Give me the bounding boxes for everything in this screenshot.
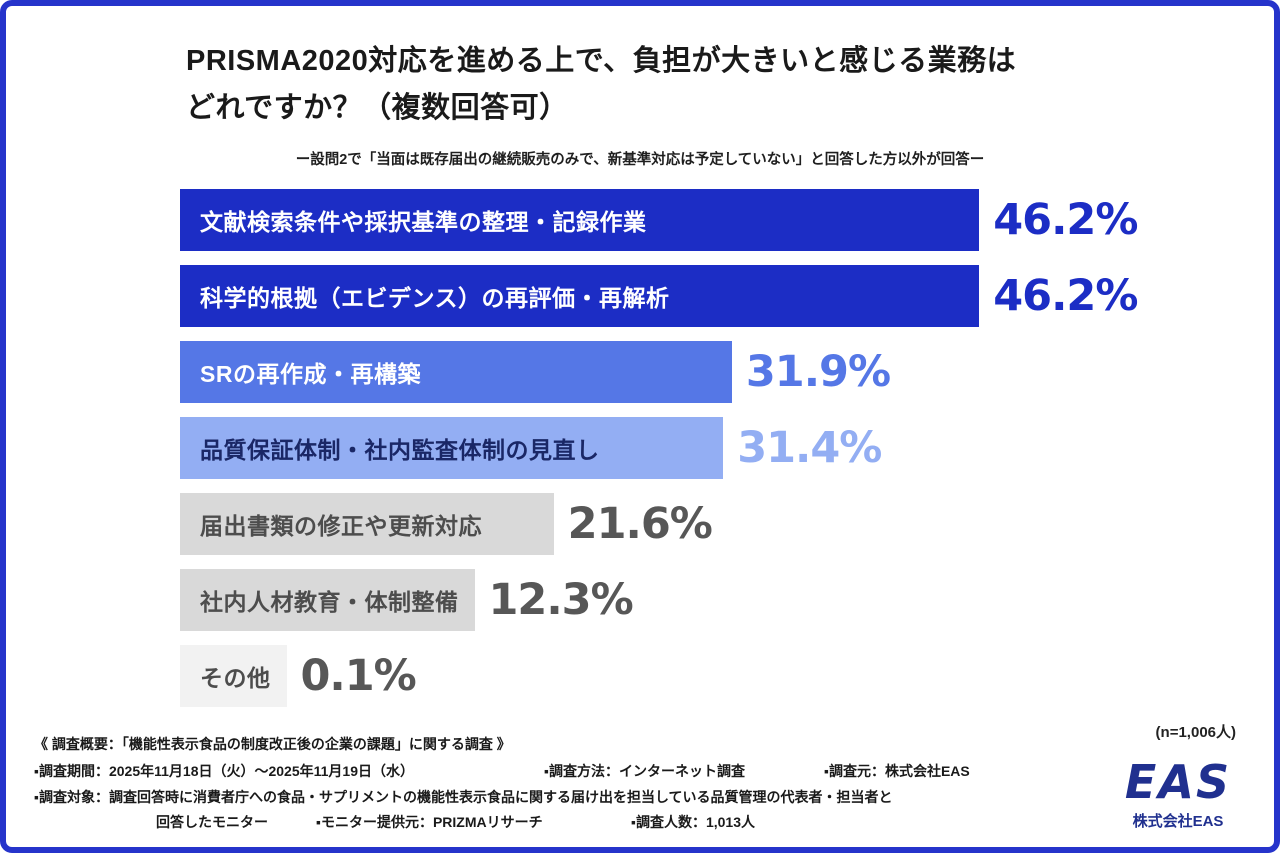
bar: 届出書類の修正や更新対応 xyxy=(180,492,554,555)
bar-label: 社内人材教育・体制整備 xyxy=(200,588,459,615)
value-label: 31.4% xyxy=(737,422,882,473)
page-title: PRISMA2020対応を進める上で、負担が大きいと感じる業務は どれですか？（… xyxy=(186,38,1234,132)
bar: その他 xyxy=(180,644,287,707)
bar-label: 品質保証体制・社内監査体制の見直し xyxy=(200,436,600,463)
bar-row: 社内人材教育・体制整備 12.3% xyxy=(180,568,1274,631)
survey-method: ▪調査方法：インターネット調査 xyxy=(544,763,745,780)
title-line-2: どれですか？（複数回答可） xyxy=(186,91,569,124)
bar-row: その他 0.1% xyxy=(180,644,1274,707)
bar-row: 品質保証体制・社内監査体制の見直し 31.4% xyxy=(180,416,1274,479)
bar: 文献検索条件や採択基準の整理・記録作業 xyxy=(180,188,980,251)
bar-row: 届出書類の修正や更新対応 21.6% xyxy=(180,492,1274,555)
bar-label: SRの再作成・再構築 xyxy=(200,360,421,387)
bar-label: その他 xyxy=(200,664,271,691)
bar-label: 文献検索条件や採択基準の整理・記録作業 xyxy=(200,208,647,235)
survey-summary-line2: ▪調査対象：調査回答時に消費者庁への食品・サプリメントの機能性表示食品に関する届… xyxy=(34,788,893,805)
eas-logo-wordmark: EAS xyxy=(1124,755,1232,810)
value-label: 46.2% xyxy=(993,194,1138,245)
survey-source: ▪調査元：株式会社EAS xyxy=(824,763,970,780)
bar-row: 文献検索条件や採択基準の整理・記録作業 46.2% xyxy=(180,188,1274,251)
survey-summary-line3: 回答したモニター ▪モニター提供元：PRIZMAリサーチ ▪調査人数：1,013人 xyxy=(34,810,1144,835)
bar: SRの再作成・再構築 xyxy=(180,340,732,403)
bar-chart: 文献検索条件や採択基準の整理・記録作業 46.2% 科学的根拠（エビデンス）の再… xyxy=(6,188,1274,707)
value-label: 12.3% xyxy=(488,574,634,625)
value-label: 46.2% xyxy=(993,270,1138,321)
sample-size-note: (n=1,006人) xyxy=(1155,723,1236,741)
title-line-1: PRISMA2020対応を進める上で、負担が大きいと感じる業務は xyxy=(186,45,1017,77)
monitor-provider: ▪モニター提供元：PRIZMAリサーチ xyxy=(316,813,543,830)
survey-summary-line1: ▪調査期間：2025年11月18日（火）〜2025年11月19日（水） ▪調査方法… xyxy=(34,759,1144,784)
survey-target-continuation: 回答したモニター xyxy=(156,813,268,830)
bar-label: 科学的根拠（エビデンス）の再評価・再解析 xyxy=(200,284,670,311)
bar-label: 届出書類の修正や更新対応 xyxy=(200,512,482,539)
company-logo: EAS 株式会社EAS xyxy=(1108,757,1248,831)
value-label: 0.1% xyxy=(300,650,417,701)
chart-subtitle: ー設問2で「当面は既存届出の継続販売のみで、新基準対応は予定していない」と回答し… xyxy=(295,151,985,168)
survey-period: ▪調査期間：2025年11月18日（火）〜2025年11月19日（水） xyxy=(34,763,414,780)
value-label: 31.9% xyxy=(745,346,891,397)
survey-summary-heading: 《 調査概要：「機能性表示食品の制度改正後の企業の課題」に関する調査 》 xyxy=(34,736,511,753)
bar-row: SRの再作成・再構築 31.9% xyxy=(180,340,1274,403)
survey-summary: 《 調査概要：「機能性表示食品の制度改正後の企業の課題」に関する調査 》 ▪調査… xyxy=(34,732,1144,835)
bar: 社内人材教育・体制整備 xyxy=(180,568,475,631)
value-label: 21.6% xyxy=(567,498,713,549)
bar: 品質保証体制・社内監査体制の見直し xyxy=(180,416,724,479)
eas-logo-company-name: 株式会社EAS xyxy=(1132,813,1224,830)
bar: 科学的根拠（エビデンス）の再評価・再解析 xyxy=(180,264,980,327)
bar-row: 科学的根拠（エビデンス）の再評価・再解析 46.2% xyxy=(180,264,1274,327)
respondent-count: ▪調査人数：1,013人 xyxy=(631,813,755,830)
